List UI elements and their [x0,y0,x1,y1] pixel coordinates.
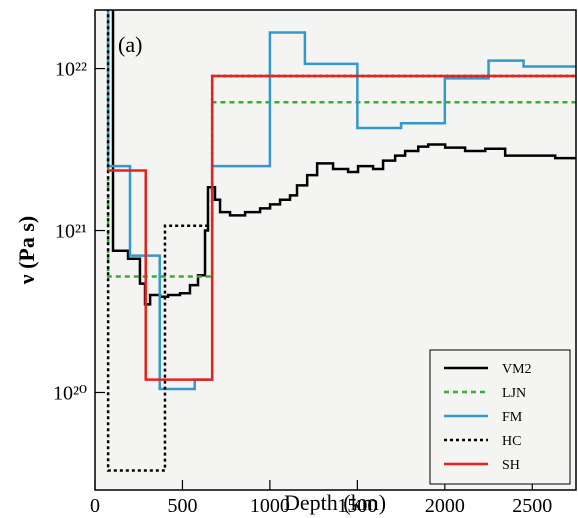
y-axis-label: ν (Pa s) [14,216,39,285]
x-tick-label: 500 [167,495,197,517]
x-axis-label: Depth (km) [284,490,386,515]
y-tick-label: 10²² [55,59,87,81]
x-tick-label: 0 [90,495,100,517]
axes: 0 500 1000 1500 2000 2500 10²⁰ 10²¹ 10²² [53,59,552,517]
legend: VM2 LJN FM HC SH [429,349,571,485]
x-tick-label: 1000 [250,495,290,517]
legend-label: LJN [502,386,526,401]
series-line [106,10,576,472]
x-tick-label: 1500 [337,495,377,517]
legend-label: HC [502,434,521,449]
x-tick-label: 2500 [512,495,552,517]
y-tick-label: 10²⁰ [53,382,87,404]
x-tick-label: 2000 [425,495,465,517]
plot-area [106,10,576,472]
panel-annotation: (a) [118,32,142,57]
legend-label: SH [502,458,520,473]
plot-frame [94,9,577,491]
legend-label: VM2 [502,362,532,377]
series-line [106,10,576,391]
series-line [108,74,576,381]
legend-label: FM [502,410,523,425]
y-tick-label: 10²¹ [55,221,87,243]
